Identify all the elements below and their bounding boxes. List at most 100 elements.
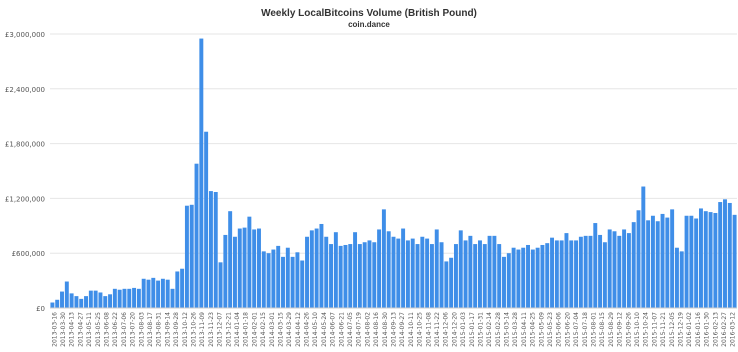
bar [333, 232, 338, 308]
x-tick-label: 2015-10-10 [634, 312, 641, 347]
x-tick-label: 2013-09-14 [164, 312, 171, 347]
bar [410, 238, 415, 308]
bar [175, 271, 180, 308]
bar [180, 268, 185, 308]
bar [136, 288, 141, 308]
y-tick-label: £3,000,000 [5, 31, 45, 39]
x-tick-label: 2014-03-15 [277, 312, 284, 347]
bar [362, 242, 367, 308]
x-tick-label: 2016-02-27 [721, 312, 728, 347]
bar [665, 217, 670, 308]
x-tick-label: 2014-08-30 [382, 312, 389, 347]
bar [353, 232, 358, 308]
bar [386, 231, 391, 308]
bar [381, 209, 386, 308]
bar [329, 244, 334, 308]
x-tick-label: 2015-06-06 [556, 312, 563, 347]
bar [492, 235, 497, 308]
x-tick-label: 2015-09-26 [625, 312, 632, 347]
bar [583, 235, 588, 308]
bar [578, 236, 583, 308]
bar [650, 215, 655, 308]
bar [660, 213, 665, 308]
bar [213, 192, 218, 308]
bar [300, 260, 305, 308]
x-tick-label: 2015-03-14 [504, 312, 511, 347]
x-tick-label: 2015-02-28 [495, 312, 502, 347]
bar [698, 208, 703, 308]
bar [478, 240, 482, 308]
x-tick-label: 2014-11-22 [434, 312, 441, 347]
bar [612, 231, 617, 308]
bar [218, 262, 223, 308]
bar [93, 290, 98, 308]
x-tick-label: 2014-06-21 [338, 312, 345, 347]
x-tick-label: 2016-01-02 [686, 312, 693, 347]
bar [646, 220, 651, 308]
bar [602, 242, 607, 308]
x-tick-label: 2014-05-10 [312, 312, 319, 347]
x-tick-label: 2014-09-13 [391, 312, 398, 347]
x-tick-label: 2014-02-15 [260, 312, 267, 347]
bar [588, 235, 593, 308]
bar [319, 223, 324, 308]
x-tick-label: 2013-06-22 [112, 312, 119, 347]
x-tick-label: 2015-07-04 [573, 312, 580, 347]
x-tick-label: 2013-07-06 [121, 312, 128, 347]
bar [713, 213, 718, 308]
bar [708, 212, 713, 308]
bar [468, 235, 473, 308]
bar [60, 291, 64, 308]
bar [281, 256, 285, 308]
bar [545, 243, 550, 308]
x-tick-label: 2015-08-29 [608, 312, 615, 347]
x-tick-label: 2013-10-26 [190, 312, 197, 347]
x-tick-label: 2015-05-09 [538, 312, 545, 347]
x-tick-label: 2013-12-07 [217, 312, 224, 347]
bar [429, 244, 434, 308]
bar [425, 238, 430, 308]
bar [208, 191, 213, 308]
x-tick-label: 2014-05-24 [321, 312, 328, 347]
bar [511, 247, 516, 308]
bar [559, 240, 564, 308]
x-tick-label: 2013-10-12 [182, 312, 189, 347]
x-tick-label: 2015-03-28 [512, 312, 519, 347]
bar [79, 298, 84, 308]
bar [526, 244, 530, 308]
bar [357, 244, 362, 308]
x-tick-label: 2014-03-29 [286, 312, 293, 347]
bar [703, 211, 708, 308]
x-tick-label: 2015-12-05 [669, 312, 676, 347]
bar [569, 240, 574, 308]
bar [170, 288, 175, 308]
x-tick-label: 2014-04-26 [304, 312, 311, 347]
x-tick-label: 2013-11-23 [208, 312, 215, 347]
x-tick-label: 2013-11-09 [199, 312, 206, 347]
bar [636, 210, 641, 308]
x-tick-label: 2014-12-20 [451, 312, 458, 347]
x-tick-label: 2015-09-12 [617, 312, 624, 347]
x-tick-label: 2015-04-25 [530, 312, 537, 347]
x-tick-label: 2015-01-03 [460, 312, 467, 347]
bar [463, 240, 468, 308]
bar [694, 218, 699, 308]
x-tick-label: 2015-11-07 [651, 312, 658, 347]
bar [391, 236, 396, 308]
x-tick-label: 2015-11-21 [660, 312, 667, 347]
x-tick-label: 2014-01-18 [243, 312, 250, 347]
bar [516, 249, 521, 308]
x-tick-label: 2015-08-01 [591, 312, 598, 347]
bar [247, 216, 252, 308]
bar [574, 240, 579, 308]
bar [132, 287, 137, 308]
bar [276, 245, 281, 308]
bar [295, 252, 300, 308]
x-tick-label: 2015-01-17 [469, 312, 476, 347]
bar [305, 236, 309, 308]
bar [204, 131, 209, 308]
bar [64, 281, 69, 308]
chart-title: Weekly LocalBitcoins Volume (British Pou… [261, 8, 477, 19]
x-tick-label: 2013-03-30 [60, 312, 67, 347]
x-tick-label: 2013-08-03 [138, 312, 145, 347]
